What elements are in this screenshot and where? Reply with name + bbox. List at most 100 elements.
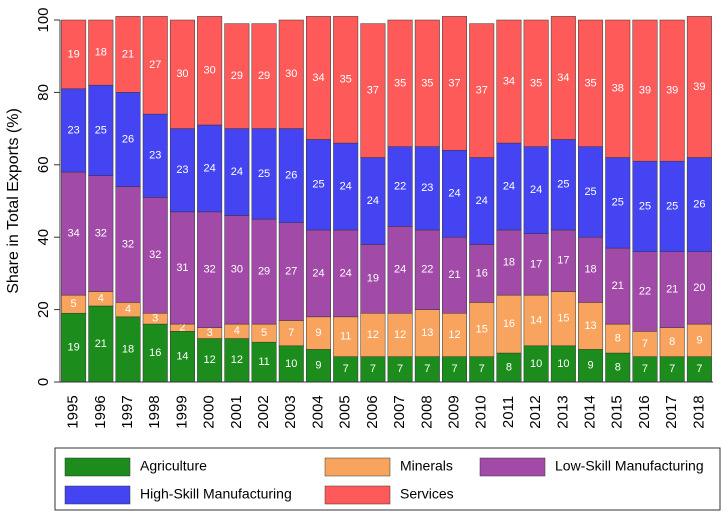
data-label: 18 [95,46,107,58]
data-label: 24 [367,195,379,207]
legend-swatch [479,457,546,477]
x-tick-label: 2016 [636,395,653,428]
bar-segment [305,316,331,350]
bar-segment [61,19,87,90]
data-label: 25 [584,186,596,198]
bar-segment [659,160,685,252]
data-label: 5 [261,327,267,339]
data-label: 4 [98,293,104,305]
data-label: 34 [67,227,79,239]
bar-segment [224,128,250,216]
bar-segment [442,236,468,314]
data-label: 8 [615,332,621,344]
bar-segment [251,218,277,325]
bar-segment [632,356,658,383]
bar-segment [659,251,685,328]
data-label: 23 [67,124,79,136]
data-label: 23 [149,150,161,162]
legend-swatch [324,485,391,505]
data-label: 35 [530,77,542,89]
bar-segment [578,236,604,303]
data-label: 3 [152,313,158,325]
x-tick-label: 2012 [527,395,544,428]
bar-segment [387,19,413,147]
data-label: 7 [642,338,648,350]
bar-segment [605,323,631,354]
bar-segment [659,19,685,162]
legend-label: Minerals [400,458,453,474]
bar-segment [523,146,549,234]
data-label: 16 [149,347,161,359]
data-label: 21 [95,338,107,350]
bar-segment [686,356,712,383]
legend-label: Low-Skill Manufacturing [555,458,704,474]
data-label: 19 [67,342,79,354]
data-label: 4 [234,325,240,337]
bar-segment [469,157,495,245]
data-label: 21 [122,48,134,60]
data-label: 27 [149,59,161,71]
data-label: 35 [394,77,406,89]
bar-segment [550,291,576,347]
data-label: 24 [530,184,542,196]
bar-segment [686,157,712,252]
data-label: 30 [204,65,216,77]
bar-segment [360,23,386,158]
y-tick-label: 40 [35,229,52,246]
data-label: 24 [204,162,216,174]
y-tick-label: 0 [35,378,52,386]
data-label: 29 [258,70,270,82]
data-label: 39 [693,81,705,93]
bar-segment [469,302,495,357]
data-label: 9 [315,327,321,339]
y-tick-label: 100 [35,7,52,32]
data-label: 10 [530,358,542,370]
bar-segment [496,19,522,144]
data-label: 11 [258,356,269,368]
data-label: 20 [693,282,705,294]
y-tick-label: 80 [35,84,52,101]
data-label: 35 [421,77,433,89]
bar-segment [578,302,604,350]
bar-segment [442,16,468,151]
data-label: 8 [506,361,512,373]
bar-segment [88,305,114,383]
data-label: 25 [639,200,651,212]
bar-segment [305,229,331,318]
y-tick-label: 60 [35,156,52,173]
legend-label: High-Skill Manufacturing [140,486,292,502]
x-tick-label: 2014 [582,395,599,428]
bar-segment [115,16,141,93]
bar-segment [469,244,495,303]
data-label: 9 [588,360,594,372]
bar-segment [142,16,168,115]
x-tick-label: 2004 [309,395,326,428]
bar-segment [169,19,195,129]
bar-segment [278,222,304,321]
data-label: 7 [424,363,430,375]
legend-swatch [64,485,131,505]
data-label: 35 [340,74,352,86]
bar-segment [496,142,522,231]
bar-segment [632,251,658,332]
data-label: 34 [312,72,324,84]
data-label: 24 [448,188,460,200]
bar-segment [142,113,168,198]
bar-segment [333,229,359,318]
data-label: 7 [397,363,403,375]
data-label: 5 [71,298,77,310]
data-label: 25 [666,200,678,212]
bar-segment [605,19,631,158]
bar-segment [115,92,141,187]
data-label: 32 [122,238,134,250]
legend-label: Services [400,486,454,502]
x-tick-label: 1995 [65,395,82,428]
legend-swatch [64,457,131,477]
bar-segment [686,16,712,158]
bar-segment [251,23,277,129]
data-label: 24 [312,267,324,279]
data-label: 12 [204,354,216,366]
x-tick-label: 2005 [337,395,354,428]
bar-segment [88,19,114,86]
